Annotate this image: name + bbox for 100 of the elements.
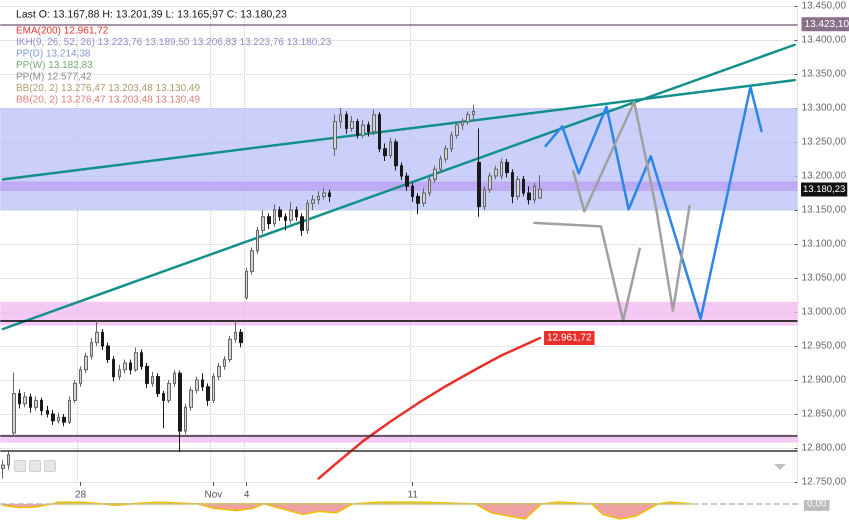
candlestick (322, 188, 326, 200)
candlestick (295, 206, 298, 222)
annotation: BB(20, 2) 13.276,47 13.203,48 13.130,49 (16, 83, 200, 94)
candlestick (477, 128, 481, 218)
candlestick (84, 352, 88, 374)
line-series (317, 336, 542, 480)
candlestick (533, 182, 536, 204)
candlestick (62, 414, 66, 427)
chart-title: Last O: 13.167,88 H: 13.201,39 L: 13.165,97 C: 13.180,23 (16, 8, 288, 20)
candlestick (134, 346, 138, 372)
candlestick (439, 155, 442, 174)
y-tick-label: 12.800,00 (802, 442, 846, 454)
candlestick (284, 212, 287, 231)
candlestick (494, 165, 498, 180)
candlestick (206, 382, 210, 406)
candlestick (356, 118, 359, 140)
candlestick (278, 206, 282, 222)
y-tick-label: 13.300,00 (802, 102, 846, 114)
candlestick (112, 356, 115, 382)
candlestick (378, 112, 381, 153)
candlestick (472, 104, 475, 122)
y-tick-label: 12.850,00 (802, 408, 846, 420)
candlestick (333, 114, 337, 156)
y-tick-label: 13.400,00 (802, 34, 846, 46)
candlestick (433, 165, 437, 184)
candlestick (466, 110, 470, 126)
candlestick (505, 158, 509, 178)
x-tick-label: 28 (74, 490, 87, 500)
candlestick (178, 370, 182, 453)
candlestick (7, 450, 10, 470)
candlestick (461, 118, 464, 130)
candlestick (428, 176, 431, 197)
candlestick (383, 142, 387, 162)
candlestick (1, 460, 5, 480)
ref-line-label: 13.423,10 (804, 18, 849, 30)
candlestick (350, 116, 354, 132)
candlestick (416, 192, 420, 215)
candlestick (405, 172, 409, 192)
candlestick (500, 158, 503, 180)
annotation: BB(20, 2) 13.276,47 13.203,48 13.130,49 (16, 94, 200, 106)
y-tick-label: 13.200,00 (802, 170, 846, 182)
y-tick-label: 13.100,00 (802, 238, 846, 250)
candlestick (40, 397, 43, 416)
candlestick (300, 212, 304, 236)
y-tick-label: 12.750,00 (802, 476, 846, 488)
candlestick (223, 356, 226, 370)
candlestick (328, 189, 331, 202)
candlestick (361, 120, 365, 138)
candlestick (400, 162, 403, 181)
candlestick (450, 131, 453, 153)
annotation: PP(W) 13.182,83 (16, 60, 94, 71)
y-tick-label: 12.950,00 (802, 340, 846, 352)
annotation: EMA(200) 12.961,72 (16, 26, 109, 36)
y-tick-label: 13.050,00 (802, 272, 846, 284)
candlestick (267, 212, 271, 230)
candlestick (18, 389, 21, 410)
candlestick (389, 137, 392, 159)
candlestick (367, 121, 370, 138)
candlestick (511, 168, 514, 204)
candlestick (234, 320, 237, 344)
candlestick (488, 172, 492, 194)
candlestick (129, 359, 132, 376)
annotation: PP(D) 13.214,38 (16, 48, 91, 60)
y-tick-label: 13.450,00 (802, 0, 846, 12)
line-series (533, 222, 641, 322)
candlestick (422, 188, 426, 208)
data-label: 12.961,72 (547, 332, 592, 344)
candlestick (538, 174, 542, 200)
candlestick (145, 362, 149, 389)
candlestick (411, 182, 414, 202)
candlestick (156, 372, 160, 398)
candlestick (339, 108, 342, 129)
y-tick-label: 13.150,00 (802, 204, 846, 216)
candlestick (522, 176, 525, 197)
text: 13.180,23 (803, 184, 846, 195)
line-series (544, 86, 763, 320)
candlestick (239, 328, 243, 348)
candlestick (201, 372, 204, 392)
x-tick-label: 11 (408, 490, 418, 500)
candlestick (140, 348, 143, 370)
candlestick (455, 121, 459, 140)
candlestick (34, 396, 38, 412)
candlestick (118, 364, 121, 380)
y-tick-label: 13.250,00 (802, 136, 846, 148)
candlestick (372, 108, 376, 136)
y-tick-label: 12.900,00 (802, 374, 846, 386)
candlestick (51, 409, 55, 426)
candlestick (123, 359, 127, 374)
y-tick-label: 13.000,00 (802, 306, 846, 318)
annotation: PP(M) 12.577,42 (16, 72, 92, 82)
candlestick (444, 144, 448, 163)
candlestick (516, 176, 520, 200)
x-tick-label: 4 (244, 490, 250, 500)
x-tick-label: Nov (204, 490, 222, 500)
line-series (572, 100, 691, 312)
candlestick (394, 138, 398, 172)
y-tick-label: 13.350,00 (802, 68, 846, 80)
candlestick (29, 393, 32, 414)
candlestick (317, 190, 320, 206)
candlestick (250, 246, 254, 276)
